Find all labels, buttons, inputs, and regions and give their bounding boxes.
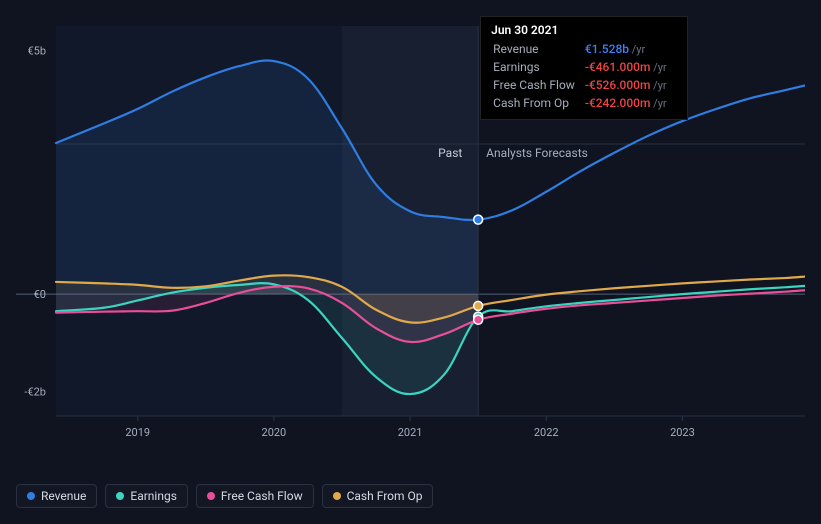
tooltip-row-label: Free Cash Flow — [493, 77, 583, 93]
tooltip-row: Cash From Op-€242.000m /yr — [493, 95, 674, 111]
legend-item-earnings[interactable]: Earnings — [105, 484, 188, 508]
tooltip-row: Free Cash Flow-€526.000m /yr — [493, 77, 674, 93]
tooltip-row-value: -€242.000m /yr — [585, 95, 675, 111]
svg-text:€0: €0 — [34, 288, 46, 301]
svg-text:-€2b: -€2b — [24, 386, 46, 399]
legend-item-cash_from_op[interactable]: Cash From Op — [322, 484, 434, 508]
legend-dot-icon — [207, 492, 215, 500]
tooltip-row-label: Revenue — [493, 41, 583, 57]
svg-text:€5b: €5b — [27, 44, 46, 57]
chart-area[interactable]: €5b€0-€2b20192020202120222023 Past Analy… — [16, 16, 805, 461]
tooltip-row-label: Earnings — [493, 59, 583, 75]
svg-text:2020: 2020 — [262, 426, 287, 439]
legend: Revenue Earnings Free Cash Flow Cash From O… — [16, 484, 433, 508]
legend-item-free_cash_flow[interactable]: Free Cash Flow — [196, 484, 314, 508]
tooltip-row-value: €1.528b /yr — [585, 41, 675, 57]
data-tooltip: Jun 30 2021 Revenue€1.528b /yrEarnings-€… — [480, 16, 687, 120]
svg-text:2021: 2021 — [398, 426, 423, 439]
tooltip-row: Revenue€1.528b /yr — [493, 41, 674, 57]
legend-label: Free Cash Flow — [221, 489, 303, 503]
svg-text:2019: 2019 — [125, 426, 150, 439]
tooltip-row-value: -€526.000m /yr — [585, 77, 675, 93]
legend-dot-icon — [333, 492, 341, 500]
tooltip-row-value: -€461.000m /yr — [585, 59, 675, 75]
legend-dot-icon — [27, 492, 35, 500]
legend-item-revenue[interactable]: Revenue — [16, 484, 97, 508]
legend-dot-icon — [116, 492, 124, 500]
chart-container: €5b€0-€2b20192020202120222023 Past Analy… — [0, 0, 821, 524]
tooltip-row: Earnings-€461.000m /yr — [493, 59, 674, 75]
svg-text:2022: 2022 — [534, 426, 559, 439]
tooltip-row-label: Cash From Op — [493, 95, 583, 111]
legend-label: Cash From Op — [347, 489, 423, 503]
svg-text:2023: 2023 — [670, 426, 695, 439]
legend-label: Revenue — [41, 489, 86, 503]
tooltip-date: Jun 30 2021 — [491, 23, 676, 37]
legend-label: Earnings — [130, 489, 177, 503]
tooltip-table: Revenue€1.528b /yrEarnings-€461.000m /yr… — [491, 39, 676, 113]
